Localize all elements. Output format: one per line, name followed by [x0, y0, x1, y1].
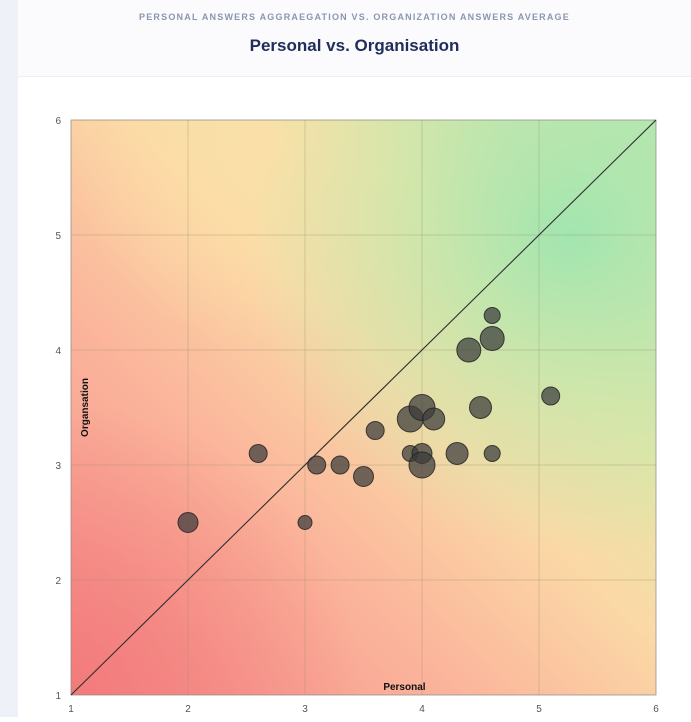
y-tick-label: 1	[55, 691, 61, 702]
data-point[interactable]	[297, 515, 313, 530]
data-point[interactable]	[177, 512, 199, 533]
x-tick-label: 6	[653, 704, 659, 715]
chart-supertitle: PERSONAL ANSWERS AGGRAEGATION VS. ORGANI…	[139, 12, 570, 22]
y-tick-label: 2	[55, 576, 61, 587]
data-point[interactable]	[408, 451, 436, 479]
x-tick-label: 5	[536, 704, 542, 715]
x-tick-label: 3	[302, 704, 308, 715]
data-point[interactable]	[248, 444, 268, 463]
x-tick-label: 2	[185, 704, 191, 715]
y-tick-label: 5	[55, 231, 61, 242]
diagonal-line	[70, 119, 657, 696]
reference-diagonal	[70, 119, 657, 696]
chart-title: Personal vs. Organisation	[249, 36, 460, 55]
grid-lines	[70, 119, 657, 696]
data-point[interactable]	[456, 337, 482, 363]
data-point[interactable]	[469, 396, 492, 419]
left-rail	[0, 0, 18, 717]
data-point[interactable]	[483, 445, 501, 462]
x-axis-ticks: 1 2 3 4 5 6	[68, 704, 659, 715]
y-axis-ticks: 1 2 3 4 5 6	[55, 116, 61, 702]
chart-header: PERSONAL ANSWERS AGGRAEGATION VS. ORGANI…	[18, 0, 691, 77]
y-tick-label: 4	[55, 346, 61, 357]
data-point[interactable]	[307, 455, 327, 475]
plot-border	[70, 119, 657, 696]
data-point[interactable]	[479, 326, 505, 351]
data-point[interactable]	[445, 442, 469, 465]
y-tick-label: 6	[55, 116, 61, 127]
data-point[interactable]	[330, 455, 350, 475]
scatter-chart: 1 2 3 4 5 6 1 2 3 4 5 6 Personal Organsation	[55, 116, 659, 715]
data-point[interactable]	[483, 307, 501, 324]
x-tick-label: 1	[68, 704, 74, 715]
x-axis-label: Personal	[383, 682, 425, 693]
y-tick-label: 3	[55, 461, 61, 472]
x-tick-label: 4	[419, 704, 425, 715]
data-points	[177, 307, 561, 533]
chart-area: 1 2 3 4 5 6 1 2 3 4 5 6 Personal Organsation	[0, 76, 691, 717]
data-point[interactable]	[422, 407, 446, 431]
data-point[interactable]	[353, 466, 374, 487]
data-point[interactable]	[541, 386, 561, 406]
y-axis-label: Organsation	[80, 378, 91, 437]
data-point[interactable]	[365, 421, 385, 440]
